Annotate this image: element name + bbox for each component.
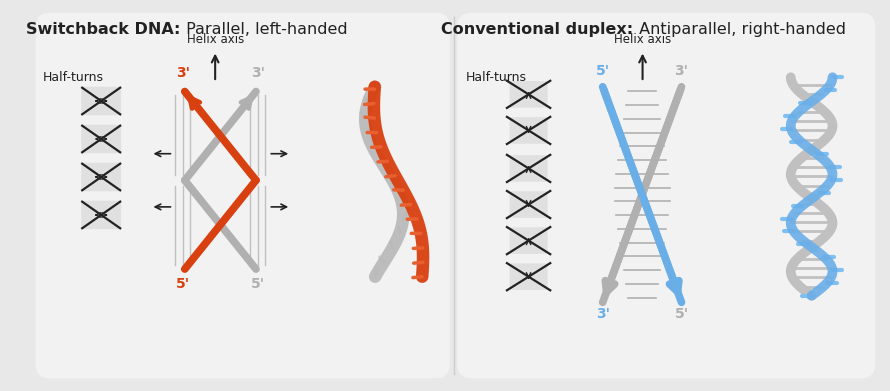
FancyBboxPatch shape: [510, 264, 547, 290]
Text: Half-turns: Half-turns: [465, 71, 527, 84]
Text: Helix axis: Helix axis: [614, 33, 671, 46]
Text: Conventional duplex:: Conventional duplex:: [441, 22, 633, 37]
FancyBboxPatch shape: [510, 81, 547, 108]
FancyBboxPatch shape: [457, 13, 875, 378]
FancyBboxPatch shape: [510, 117, 547, 144]
FancyBboxPatch shape: [81, 125, 121, 153]
Text: 3': 3': [675, 64, 689, 78]
Text: 5': 5': [595, 64, 610, 78]
Text: Helix axis: Helix axis: [187, 33, 244, 46]
FancyBboxPatch shape: [510, 227, 547, 254]
Text: 5': 5': [176, 277, 190, 291]
FancyBboxPatch shape: [36, 13, 449, 378]
FancyBboxPatch shape: [81, 163, 121, 191]
FancyBboxPatch shape: [81, 87, 121, 115]
FancyBboxPatch shape: [510, 191, 547, 218]
FancyBboxPatch shape: [81, 201, 121, 229]
Text: 3': 3': [251, 66, 265, 80]
Text: Switchback DNA:: Switchback DNA:: [26, 22, 180, 37]
FancyBboxPatch shape: [510, 155, 547, 182]
Text: Half-turns: Half-turns: [43, 71, 103, 84]
Text: 3': 3': [595, 307, 610, 321]
Text: 5': 5': [251, 277, 265, 291]
Text: Parallel, left-handed: Parallel, left-handed: [181, 22, 348, 37]
Text: 3': 3': [176, 66, 190, 80]
Text: 5': 5': [675, 307, 689, 321]
Text: Antiparallel, right-handed: Antiparallel, right-handed: [634, 22, 846, 37]
